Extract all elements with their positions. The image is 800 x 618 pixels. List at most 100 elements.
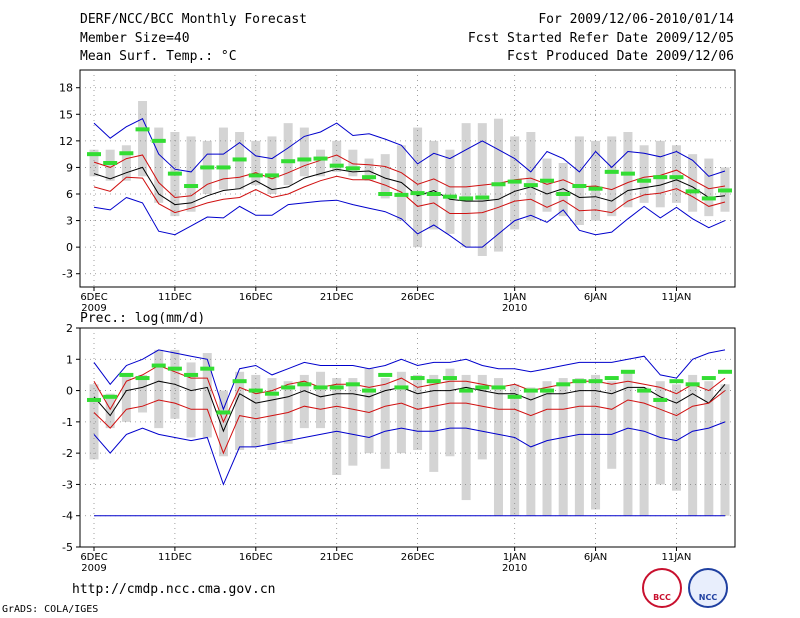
observed-marker — [540, 388, 555, 393]
spread-box — [364, 158, 374, 181]
spread-box — [154, 349, 164, 429]
observed-marker — [410, 376, 425, 381]
x-tick-label: 16DEC — [239, 292, 273, 303]
observed-marker — [475, 385, 490, 390]
series-line-upper-inner — [93, 154, 726, 199]
forecast-period: For 2009/12/06-2010/01/14 — [538, 12, 734, 27]
observed-marker — [216, 165, 231, 170]
y-tick-label: -4 — [62, 510, 73, 523]
observed-marker — [200, 366, 215, 371]
observed-marker — [200, 165, 215, 170]
observed-marker — [637, 178, 652, 183]
spread-box — [688, 154, 698, 212]
y-tick-label: 0 — [66, 385, 73, 398]
x-tick-label: 21DEC — [320, 292, 354, 303]
source-url[interactable]: http://cmdp.ncc.cma.gov.cn — [72, 582, 276, 597]
y-tick-label: -3 — [62, 268, 73, 281]
observed-marker — [135, 376, 150, 381]
spread-box — [574, 136, 584, 225]
observed-marker — [491, 182, 506, 187]
observed-marker — [685, 382, 700, 387]
x-tick-label: 6JAN — [584, 552, 607, 563]
observed-marker — [507, 179, 522, 184]
spread-box — [493, 378, 503, 516]
spread-box — [671, 145, 681, 203]
x-tick-sublabel: 2010 — [502, 563, 527, 574]
series-line-lower-outer — [93, 196, 726, 248]
observed-marker — [669, 379, 684, 384]
spread-box — [121, 145, 131, 181]
observed-marker — [475, 195, 490, 200]
spread-box — [639, 145, 649, 203]
spread-box — [364, 368, 374, 454]
y-tick-label: 15 — [59, 108, 73, 121]
observed-marker — [604, 169, 619, 174]
bcc-logo: BCC — [642, 568, 682, 608]
observed-marker — [701, 376, 716, 381]
observed-marker — [701, 196, 716, 201]
spread-box — [461, 123, 471, 248]
x-tick-sublabel: 2009 — [81, 563, 106, 574]
spread-box — [89, 384, 99, 460]
x-tick-label: 11DEC — [158, 552, 192, 563]
spread-box — [89, 149, 99, 177]
y-tick-label: -3 — [62, 478, 73, 491]
y-tick-label: -2 — [62, 447, 73, 460]
spread-box — [429, 140, 439, 230]
spread-box — [218, 127, 228, 190]
spread-box — [332, 378, 342, 476]
observed-marker — [459, 196, 474, 201]
y-tick-label: 1 — [66, 353, 73, 366]
y-tick-label: 9 — [66, 161, 73, 174]
spread-box — [526, 132, 536, 221]
observed-marker — [653, 175, 668, 180]
spread-box — [138, 374, 148, 413]
spread-box — [186, 362, 196, 438]
bcc-logo-text: BCC — [653, 593, 671, 602]
series-line-upper-outer — [93, 349, 726, 411]
x-tick-label: 21DEC — [320, 552, 354, 563]
x-tick-label: 16DEC — [239, 552, 273, 563]
x-tick-label: 11JAN — [662, 552, 692, 563]
spread-box — [526, 387, 536, 516]
observed-marker — [507, 394, 522, 399]
spread-box — [283, 123, 293, 186]
grads-credit: GrADS: COLA/IGES — [2, 604, 99, 615]
spread-box — [380, 378, 390, 469]
observed-marker — [184, 184, 199, 189]
observed-marker — [345, 382, 360, 387]
spread-box — [380, 154, 390, 199]
spread-box — [138, 101, 148, 177]
fcst-started-date: Fcst Started Refer Date 2009/12/05 — [467, 31, 734, 46]
observed-marker — [523, 183, 538, 188]
observed-marker — [572, 184, 587, 189]
series-line-upper-inner — [93, 364, 726, 424]
spread-box — [299, 374, 309, 429]
observed-marker — [103, 394, 118, 399]
x-tick-label: 1JAN — [503, 292, 526, 303]
x-tick-label: 26DEC — [401, 292, 435, 303]
spread-box — [154, 127, 164, 203]
member-size-label: Member Size=40 — [80, 31, 190, 46]
observed-marker — [620, 171, 635, 176]
series-line-mean — [93, 166, 726, 206]
observed-marker — [119, 151, 134, 156]
observed-marker — [329, 385, 344, 390]
observed-marker — [556, 192, 571, 196]
observed-marker — [297, 382, 312, 387]
y-tick-label: -5 — [62, 541, 73, 554]
spread-box — [704, 158, 714, 217]
spread-box — [574, 378, 584, 516]
observed-marker — [281, 159, 296, 164]
spread-box — [235, 371, 245, 451]
ncc-logo-text: NCC — [698, 593, 718, 602]
observed-marker — [459, 388, 474, 393]
series-line-lower-inner — [93, 390, 726, 455]
observed-marker — [103, 161, 118, 165]
series-line-lower-outer — [93, 421, 726, 486]
observed-marker — [345, 166, 360, 171]
spread-box — [316, 149, 326, 177]
observed-marker — [442, 194, 457, 199]
